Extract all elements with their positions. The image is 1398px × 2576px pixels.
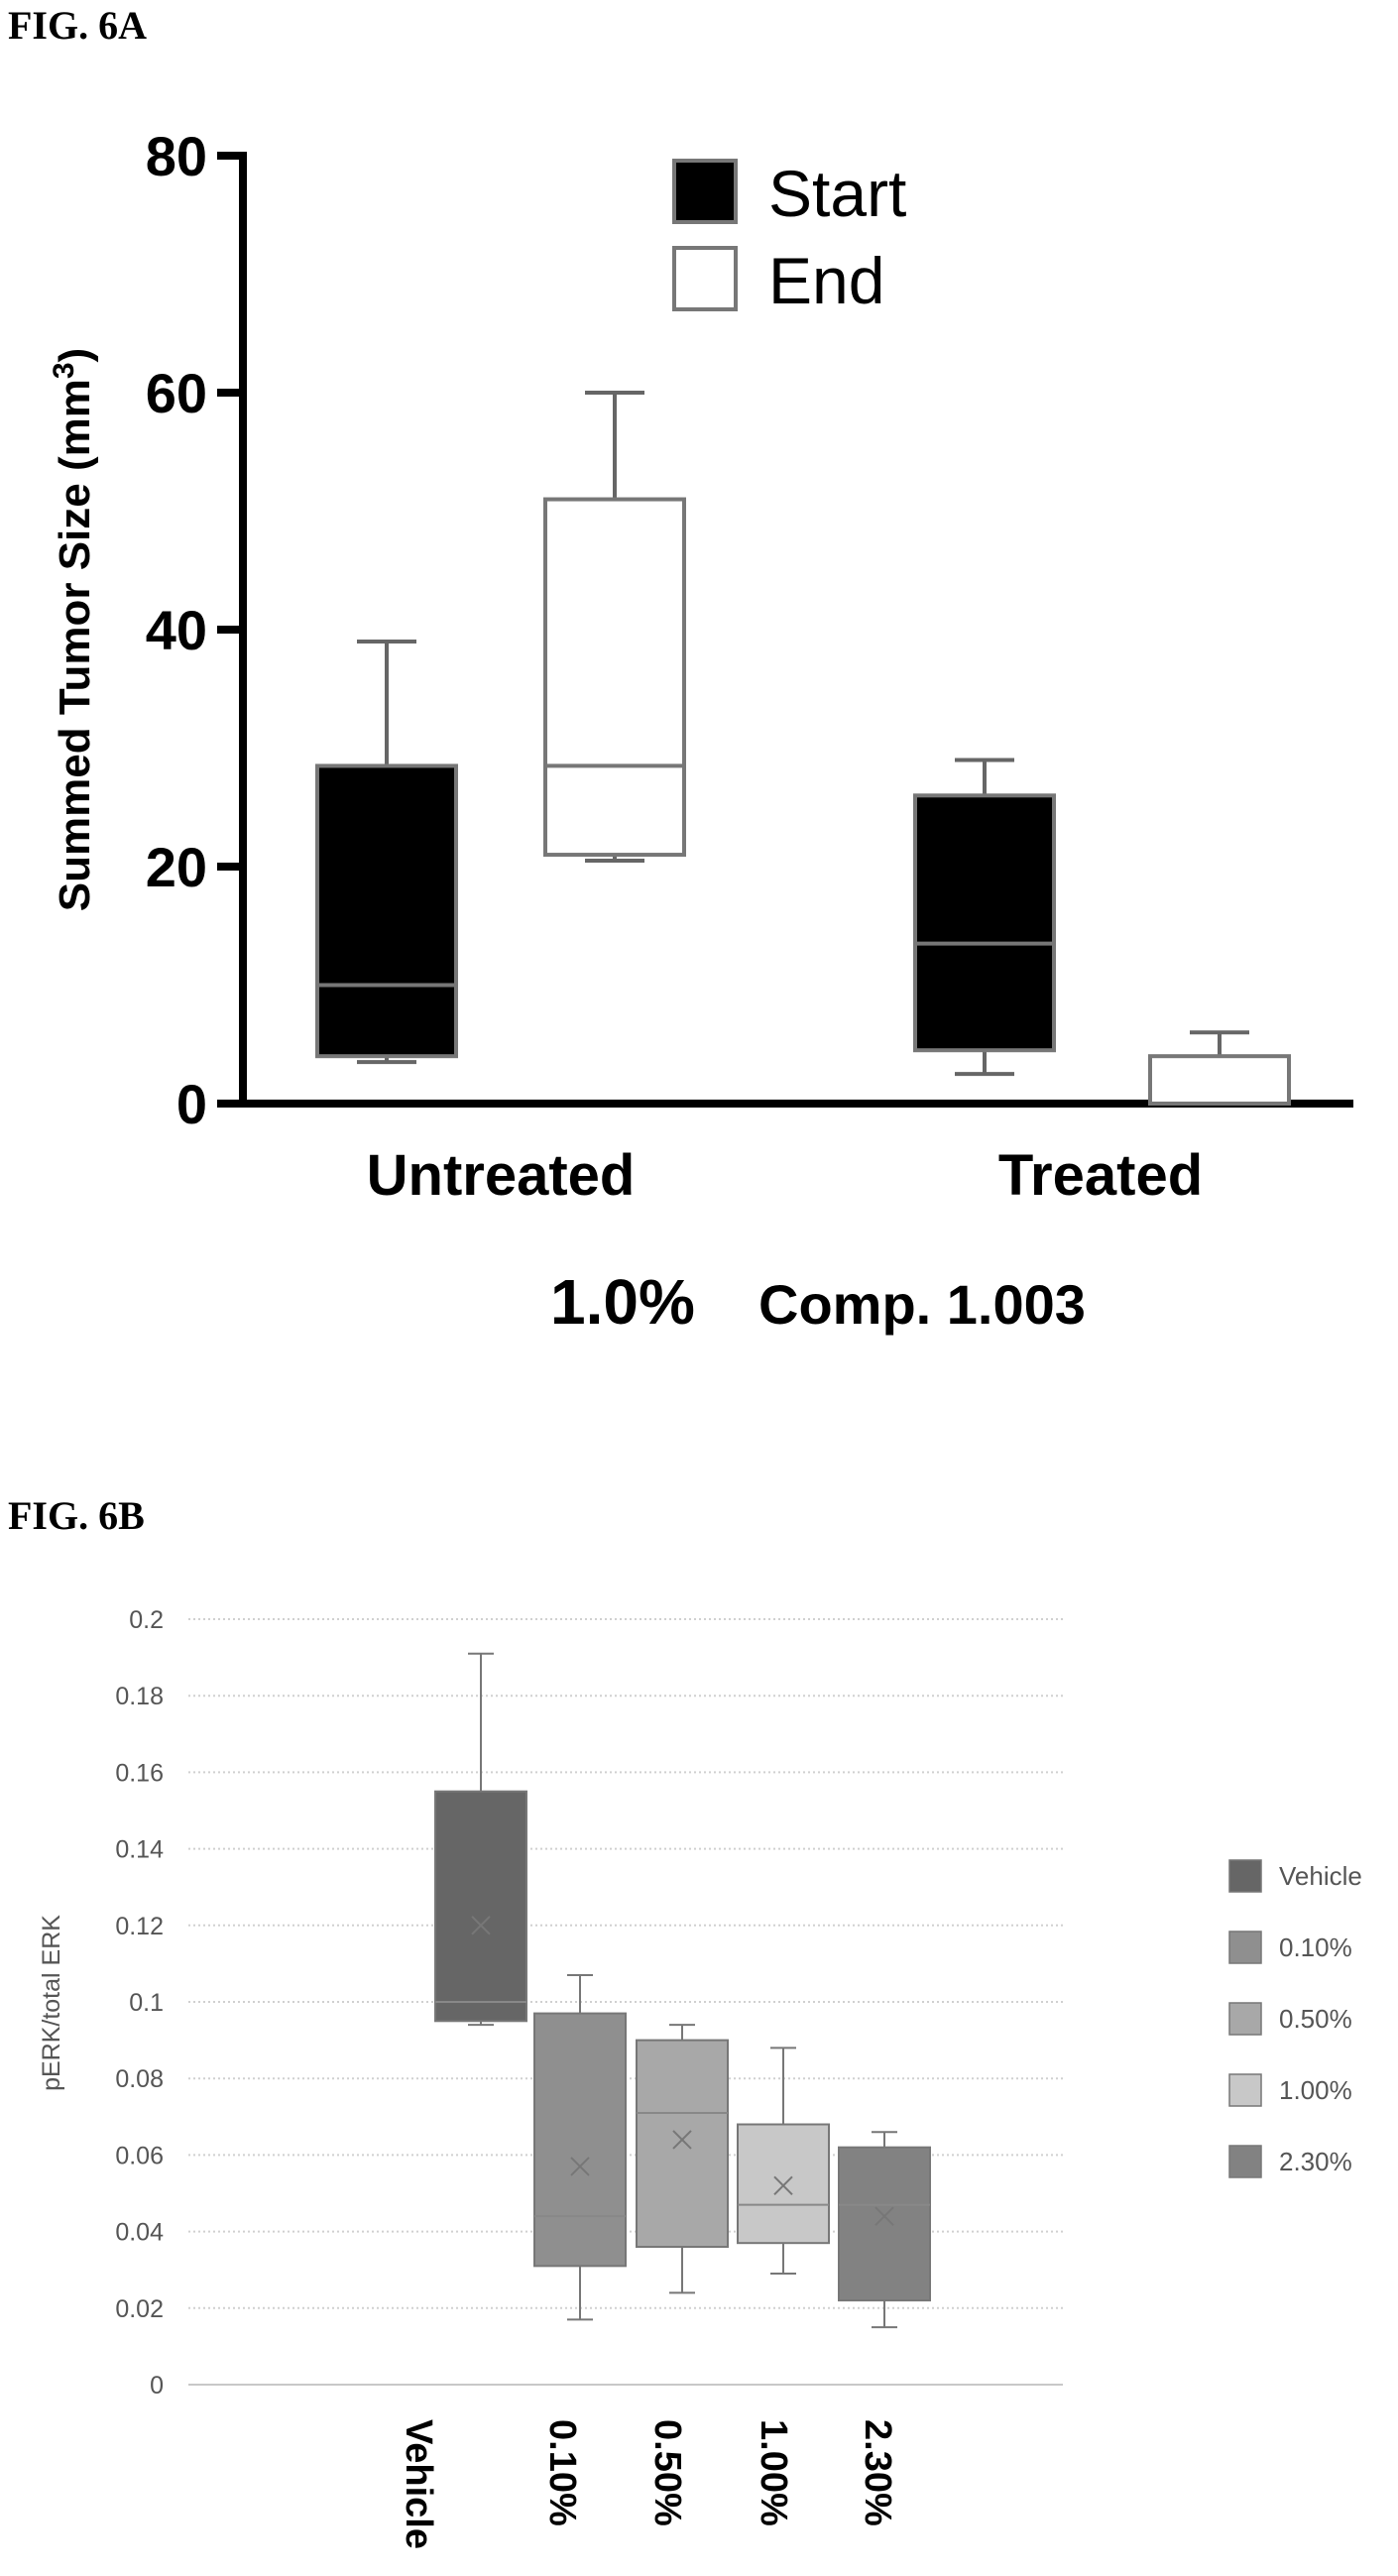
- x-category-label: Vehicle: [398, 2419, 439, 2549]
- box-230: [838, 2146, 931, 2302]
- y-tick-label: 60: [146, 362, 207, 424]
- box-start: [913, 793, 1056, 1053]
- tumor-size-boxplot: 0 20 40 60 80 Summed Tumor Size (mm3) Untreate…: [48, 125, 1353, 1338]
- mean-marker: [570, 2157, 590, 2176]
- y-tick-label: 0.12: [115, 1913, 164, 1940]
- legend-label: End: [768, 244, 884, 317]
- y-tick-label: 0: [176, 1073, 207, 1135]
- box-010: [533, 2012, 627, 2268]
- legend-label: 0.10%: [1279, 1932, 1352, 1962]
- legend-swatch: [1228, 2073, 1262, 2107]
- y-axis-title: Summed Tumor Size (mm3): [48, 348, 99, 911]
- mean-marker: [874, 2206, 894, 2226]
- legend-label: 1.00%: [1279, 2075, 1352, 2105]
- mean-marker: [773, 2175, 793, 2195]
- box-050: [636, 2039, 729, 2249]
- y-tick-label: 0.08: [115, 2065, 164, 2093]
- box-Vehicle: [434, 1790, 527, 2023]
- y-tick-label: 80: [146, 125, 207, 187]
- y-axis-title: pERK/total ERK: [38, 1915, 65, 2091]
- treatment-compound-label: Comp. 1.003: [758, 1273, 1086, 1336]
- y-tick-label: 0.2: [129, 1606, 164, 1634]
- y-tick-label: 0.18: [115, 1683, 164, 1710]
- legend-label: 0.50%: [1279, 2004, 1352, 2034]
- legend-swatch: [1228, 2002, 1262, 2036]
- mean-marker: [672, 2130, 692, 2150]
- y-tick-label: 0.06: [115, 2142, 164, 2169]
- legend-label: 2.30%: [1279, 2147, 1352, 2176]
- x-category-label: Treated: [998, 1143, 1203, 1208]
- y-tick-label: 0: [150, 2372, 164, 2400]
- x-category-label: 2.30%: [857, 2419, 898, 2526]
- x-category-label: 0.50%: [646, 2419, 688, 2526]
- x-category-label: 0.10%: [541, 2419, 583, 2526]
- legend-swatch: [1228, 2145, 1262, 2178]
- x-category-label: 1.00%: [753, 2419, 794, 2526]
- mean-marker: [471, 1916, 491, 1935]
- treatment-percent-label: 1.0%: [550, 1266, 695, 1338]
- y-tick-label: 0.16: [115, 1759, 164, 1787]
- figure-6b-label: FIG. 6B: [8, 1493, 145, 1538]
- legend-label: Vehicle: [1279, 1861, 1362, 1891]
- box-end: [1148, 1054, 1291, 1106]
- legend-label: Start: [768, 157, 906, 230]
- figure-6a-label: FIG. 6A: [8, 3, 147, 48]
- legend-swatch: [672, 246, 738, 311]
- box-end: [543, 497, 686, 858]
- y-tick-label: 0.02: [115, 2295, 164, 2323]
- x-category-label: Untreated: [367, 1143, 636, 1208]
- y-tick-label: 0.14: [115, 1836, 164, 1864]
- legend-swatch: [1228, 1931, 1262, 1964]
- y-tick-label: 0.1: [129, 1989, 164, 2017]
- y-tick-label: 40: [146, 599, 207, 661]
- legend-swatch: [1228, 1859, 1262, 1893]
- y-tick-label: 0.04: [115, 2219, 164, 2247]
- legend-swatch: [672, 159, 738, 224]
- box-100: [737, 2123, 830, 2245]
- y-tick-label: 20: [146, 836, 207, 898]
- box-start: [315, 763, 458, 1059]
